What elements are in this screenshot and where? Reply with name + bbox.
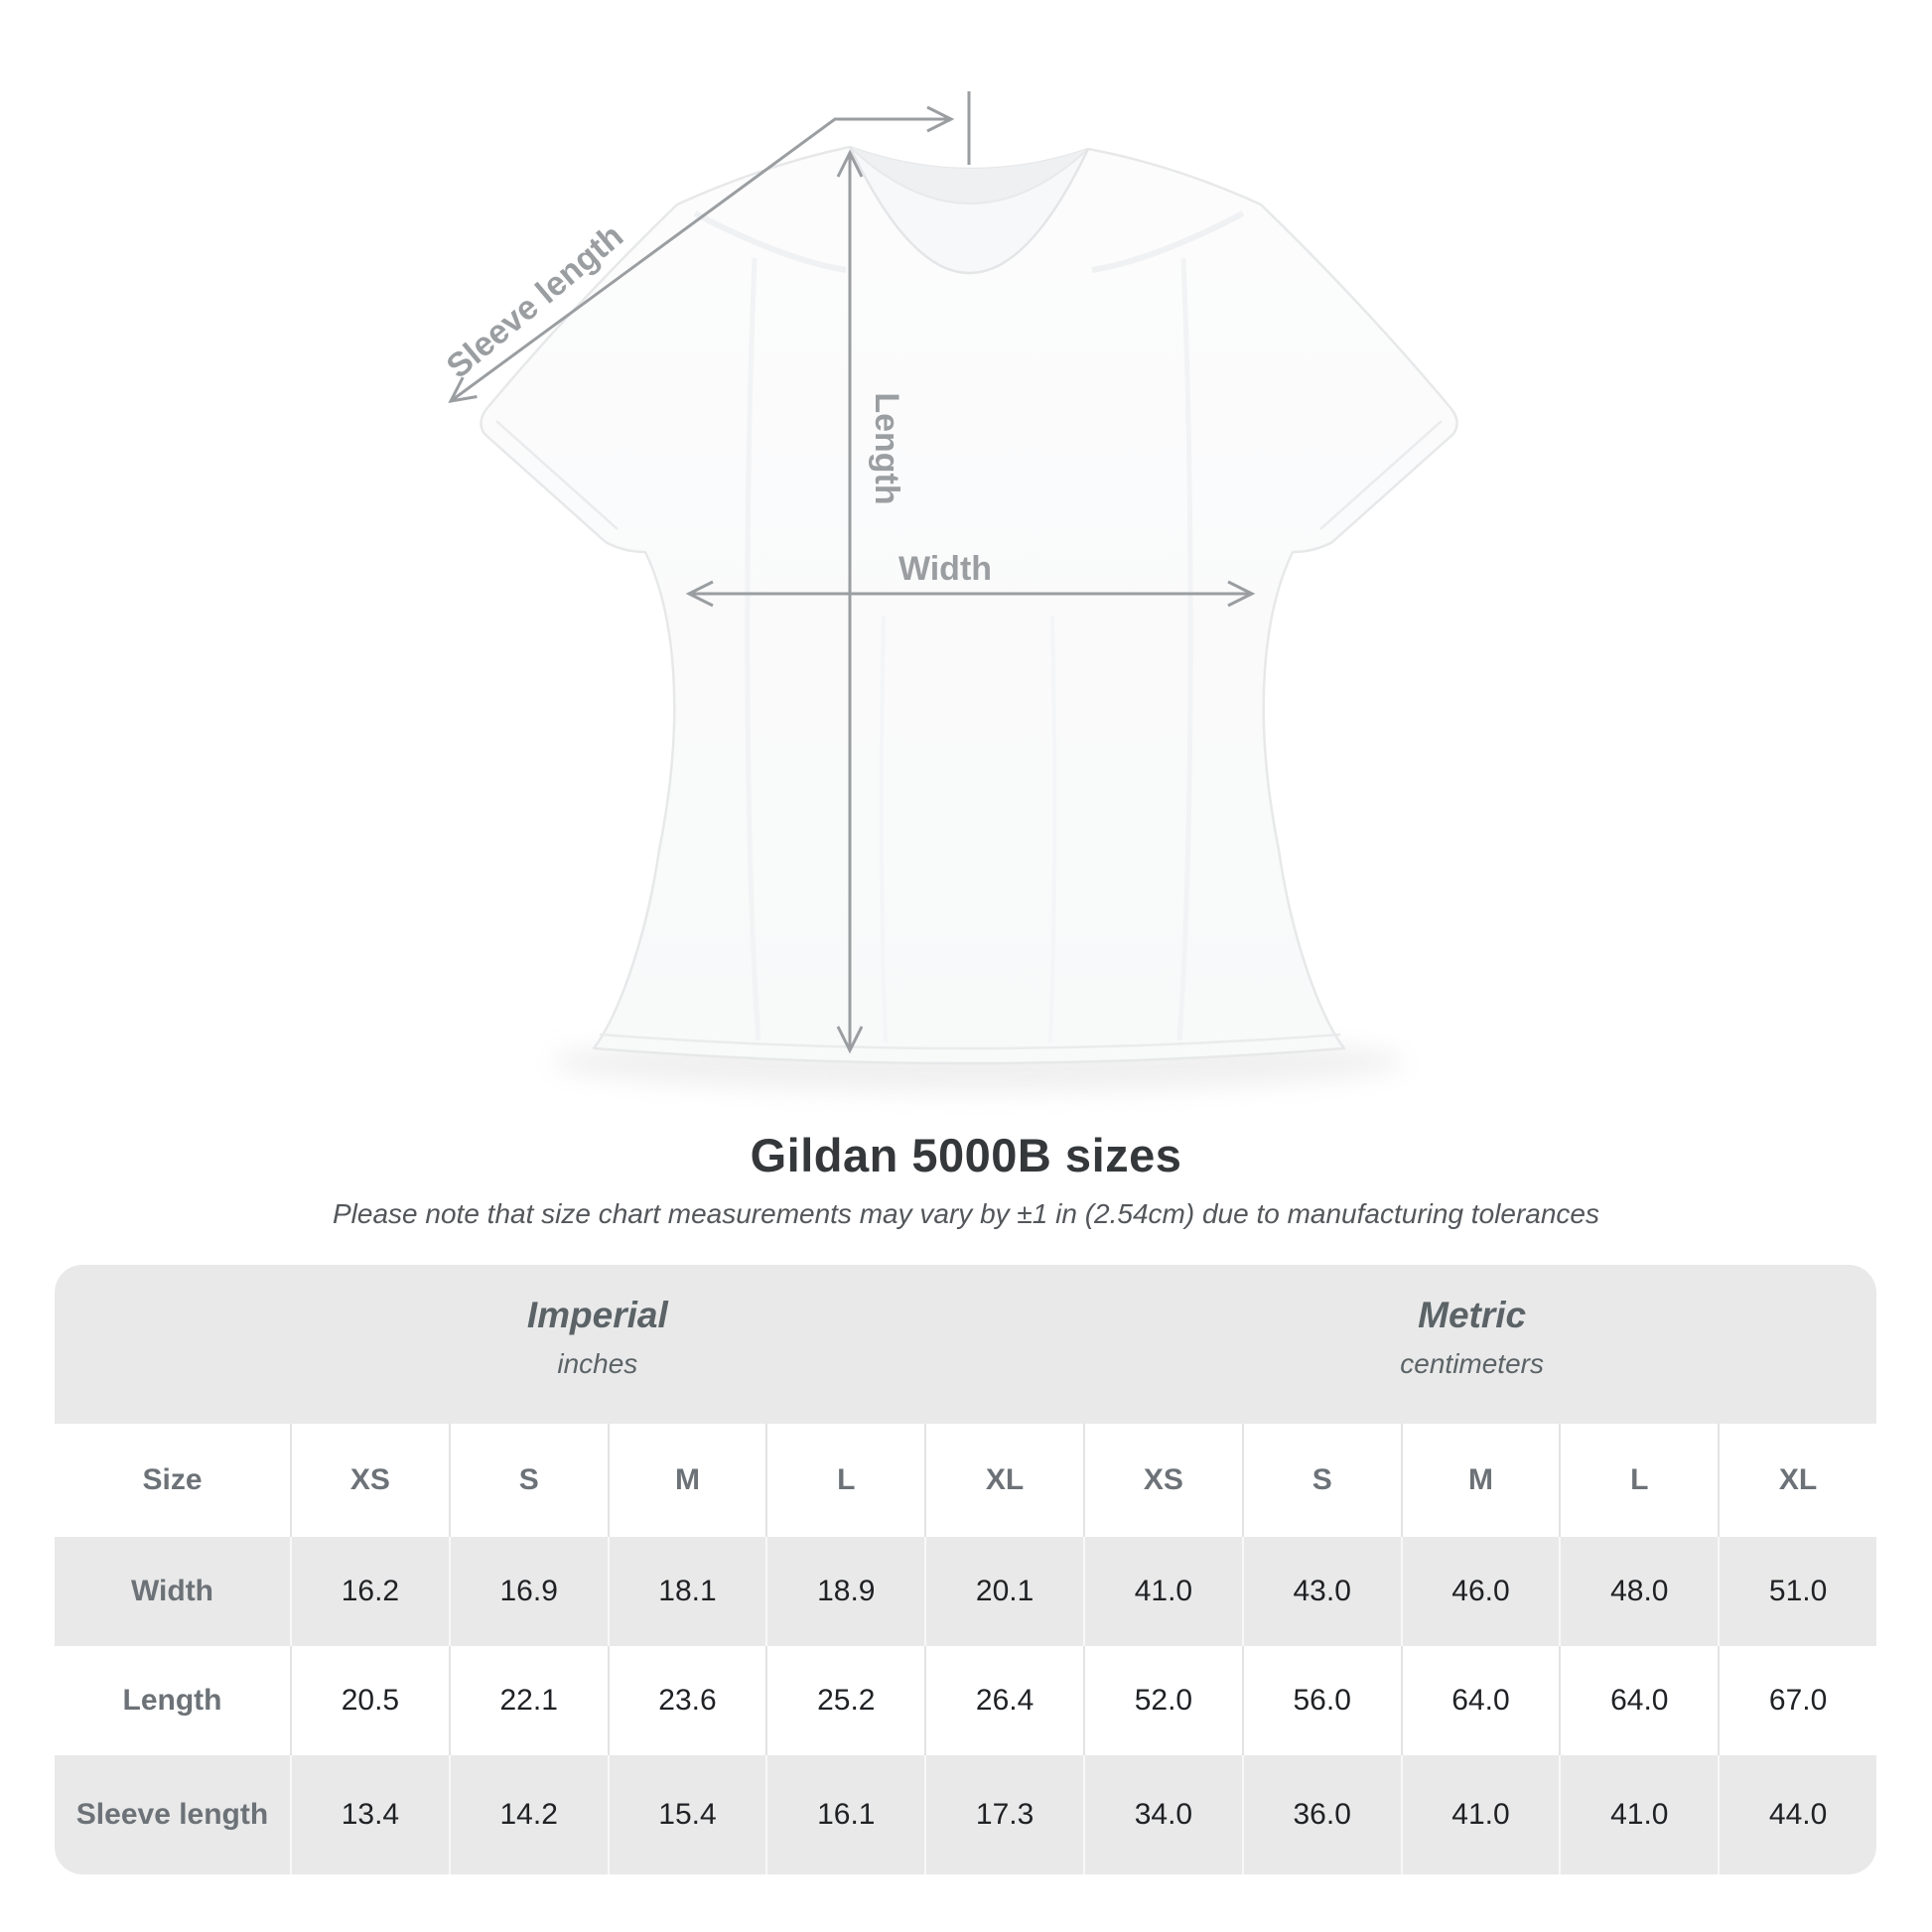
- size-col-metric-xs: XS: [1083, 1424, 1242, 1537]
- sleeve-metric-xl: 44.0: [1718, 1755, 1876, 1874]
- size-col-metric-m: M: [1400, 1424, 1560, 1537]
- width-imperial-m: 18.1: [607, 1537, 766, 1646]
- metric-label: Metric: [1418, 1295, 1527, 1335]
- size-col-metric-s: S: [1241, 1424, 1401, 1537]
- sleeve-imperial-xl: 17.3: [924, 1755, 1083, 1874]
- left-cuff-stitch: [495, 420, 619, 530]
- imperial-label: Imperial: [526, 1295, 668, 1335]
- size-header-row: Size XS S M L XL XS S M L XL: [55, 1424, 1876, 1537]
- tshirt-svg: Sleeve length Length Width: [440, 91, 1458, 1092]
- right-shoulder-shade: [1091, 210, 1245, 273]
- size-col-imperial-s: S: [448, 1424, 608, 1537]
- length-imperial-xl: 26.4: [924, 1646, 1083, 1755]
- sleeve-imperial-xs: 13.4: [290, 1755, 449, 1874]
- right-cuff-stitch: [1319, 420, 1443, 530]
- imperial-unit-group: Imperial inches: [527, 1295, 668, 1380]
- metric-unit-label: centimeters: [1400, 1348, 1544, 1379]
- sleeve-metric-l: 41.0: [1559, 1755, 1718, 1874]
- width-metric-xs: 41.0: [1083, 1537, 1242, 1646]
- width-metric-l: 48.0: [1559, 1537, 1718, 1646]
- row-label-length: Length: [122, 1684, 222, 1717]
- size-col-imperial-m: M: [607, 1424, 766, 1537]
- crease: [879, 615, 888, 1043]
- sleeve-imperial-s: 14.2: [448, 1755, 608, 1874]
- page-title: Gildan 5000B sizes: [750, 1129, 1182, 1181]
- length-imperial-m: 23.6: [607, 1646, 766, 1755]
- imperial-unit-label: inches: [557, 1348, 638, 1379]
- hem-stitch: [599, 1033, 1341, 1050]
- size-col-imperial-l: L: [765, 1424, 924, 1537]
- width-label: Width: [898, 550, 992, 588]
- length-imperial-l: 25.2: [765, 1646, 924, 1755]
- row-label-width: Width: [130, 1575, 214, 1607]
- sleeve-metric-xs: 34.0: [1083, 1755, 1242, 1874]
- tolerance-note: Please note that size chart measurements…: [333, 1198, 1599, 1229]
- row-label-sleeve-length: Sleeve length: [75, 1798, 269, 1831]
- sleeve-length-arrow: [448, 105, 955, 403]
- unit-header-band: Imperial inches Metric centimeters: [55, 1265, 1876, 1424]
- table-row-sleeve-length: Sleeve length 13.4 14.2 15.4 16.1 17.3 3…: [55, 1755, 1876, 1874]
- tshirt-measurement-diagram: Sleeve length Length Width: [440, 91, 1458, 1092]
- size-col-imperial-xl: XL: [924, 1424, 1083, 1537]
- width-imperial-s: 16.9: [448, 1537, 608, 1646]
- size-chart-table: Imperial inches Metric centimeters Size …: [55, 1265, 1876, 1874]
- length-label: Length: [868, 392, 905, 504]
- width-metric-xl: 51.0: [1718, 1537, 1876, 1646]
- size-col-metric-l: L: [1559, 1424, 1718, 1537]
- length-imperial-xs: 20.5: [290, 1646, 449, 1755]
- sleeve-imperial-l: 16.1: [765, 1755, 924, 1874]
- width-imperial-xl: 20.1: [924, 1537, 1083, 1646]
- length-metric-m: 64.0: [1400, 1646, 1560, 1755]
- sleeve-metric-s: 36.0: [1241, 1755, 1401, 1874]
- table-row-length: Length 20.5 22.1 23.6 25.2 26.4 52.0 56.…: [55, 1646, 1876, 1755]
- sleeve-imperial-m: 15.4: [607, 1755, 766, 1874]
- width-imperial-l: 18.9: [765, 1537, 924, 1646]
- tshirt-body: [480, 145, 1458, 1065]
- width-metric-s: 43.0: [1241, 1537, 1401, 1646]
- length-imperial-s: 22.1: [448, 1646, 608, 1755]
- size-col-imperial-xs: XS: [290, 1424, 449, 1537]
- sleeve-metric-m: 41.0: [1400, 1755, 1560, 1874]
- size-header: Size: [142, 1463, 203, 1496]
- table-row-width: Width 16.2 16.9 18.1 18.9 20.1 41.0 43.0…: [55, 1537, 1876, 1646]
- crease: [1048, 615, 1057, 1043]
- length-metric-xl: 67.0: [1718, 1646, 1876, 1755]
- crease: [1176, 257, 1193, 1041]
- metric-unit-group: Metric centimeters: [1400, 1295, 1544, 1380]
- size-col-metric-xl: XL: [1718, 1424, 1876, 1537]
- width-imperial-xs: 16.2: [290, 1537, 449, 1646]
- length-metric-l: 64.0: [1559, 1646, 1718, 1755]
- length-metric-xs: 52.0: [1083, 1646, 1242, 1755]
- length-metric-s: 56.0: [1241, 1646, 1401, 1755]
- width-metric-m: 46.0: [1400, 1537, 1560, 1646]
